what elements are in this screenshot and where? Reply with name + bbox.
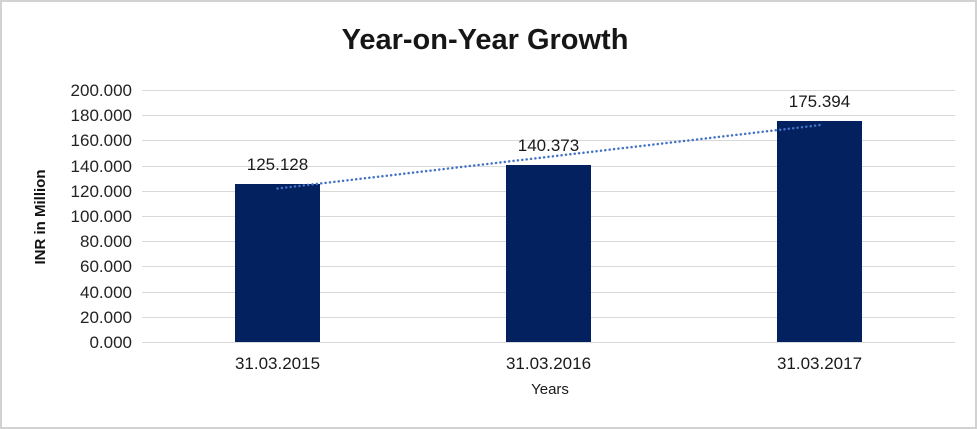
y-tick-label: 60.000	[80, 257, 132, 277]
y-tick-label: 140.000	[70, 156, 132, 176]
y-tick-label: 40.000	[80, 282, 132, 302]
gridline	[142, 90, 955, 91]
x-tick-label: 31.03.2017	[776, 354, 863, 373]
y-tick-label: 100.000	[70, 207, 132, 226]
bar-value-label: 125.128	[246, 155, 309, 175]
x-tick-label: 31.03.2015	[234, 354, 321, 373]
bar	[777, 121, 862, 342]
gridline	[142, 342, 955, 343]
bar-value-label: 140.373	[517, 136, 580, 156]
bar	[506, 165, 591, 342]
x-tick-label: 31.03.2016	[505, 354, 592, 373]
bar-value-label: 175.394	[788, 92, 851, 111]
y-tick-label: 20.000	[80, 307, 132, 327]
bar	[235, 184, 320, 342]
gridline	[142, 115, 955, 117]
y-tick-label: 0.000	[89, 333, 132, 352]
y-tick-label: 180.000	[70, 106, 132, 126]
y-tick-label: 120.000	[70, 181, 132, 201]
y-tick-label: 160.000	[70, 131, 132, 151]
y-tick-label: 80.000	[80, 232, 132, 252]
y-tick-label: 200.000	[70, 81, 132, 100]
x-axis-title: Years	[531, 381, 569, 398]
chart-title: Year-on-Year Growth	[341, 24, 629, 56]
